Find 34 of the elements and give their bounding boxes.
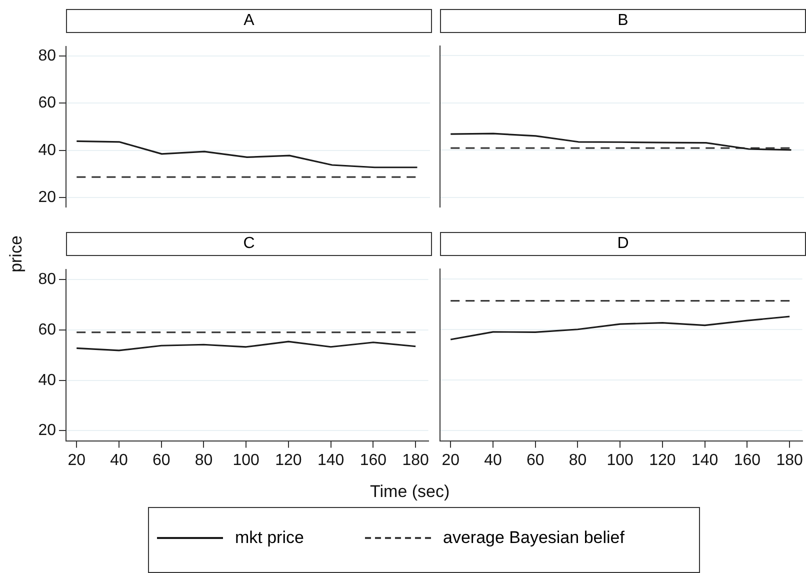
x-tick-label: 140 [317, 452, 344, 469]
x-tick-label: 40 [484, 452, 502, 469]
chart-title: C [66, 232, 432, 256]
x-tick-label: 40 [110, 452, 128, 469]
x-tick-label: 120 [275, 452, 302, 469]
x-tick-label: 160 [734, 452, 761, 469]
x-tick-label: 120 [649, 452, 676, 469]
x-tick-label: 60 [526, 452, 544, 469]
chart-title: A [66, 9, 432, 33]
x-tick-label: 80 [194, 452, 213, 469]
y-tick-label: 20 [38, 422, 56, 440]
chart-title: D [440, 232, 806, 256]
x-axis-title: Time (sec) [370, 482, 450, 502]
legend-label: average Bayesian belief [443, 528, 624, 548]
x-tick-label: 160 [360, 452, 387, 469]
y-tick-label: 60 [38, 321, 56, 338]
y-tick-label: 80 [38, 271, 56, 288]
x-tick-label: 140 [691, 452, 718, 469]
y-tick-label: 80 [38, 47, 56, 64]
x-tick-label: 180 [402, 452, 430, 469]
x-tick-label: 20 [68, 452, 86, 469]
x-tick-label: 80 [568, 452, 587, 469]
y-tick-label: 20 [38, 188, 56, 206]
x-tick-label: 100 [232, 452, 260, 469]
x-tick-label: 60 [152, 452, 170, 469]
x-tick-label: 100 [606, 452, 634, 469]
chart-title: B [440, 9, 806, 33]
y-axis-title: price [6, 236, 26, 272]
y-tick-label: 40 [38, 142, 56, 159]
x-tick-label: 20 [442, 452, 460, 469]
legend-label: mkt price [235, 528, 304, 548]
y-tick-label: 40 [38, 372, 56, 389]
y-tick-label: 60 [38, 94, 56, 112]
x-tick-label: 180 [776, 452, 804, 469]
